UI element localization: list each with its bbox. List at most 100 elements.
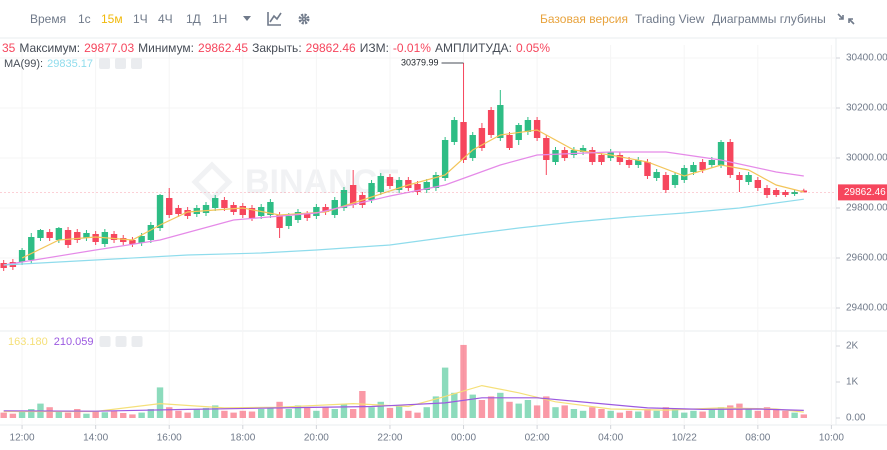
watermark-diamond [191, 161, 233, 203]
volume-bar [754, 410, 762, 418]
volume-bar [248, 411, 256, 418]
candle-body [432, 175, 440, 188]
volume-bar [598, 409, 605, 418]
volume-bar [607, 410, 614, 418]
candle-body [175, 208, 182, 214]
candle-body [322, 207, 329, 212]
volume-bar [120, 412, 127, 418]
candle-body [681, 168, 688, 180]
interval-button[interactable]: 1Н [212, 12, 228, 26]
volume-bar [156, 387, 164, 418]
y-tick-label: 29600.00 [846, 253, 887, 264]
x-tick-label: 14:00 [83, 433, 108, 444]
volume-bar [671, 409, 679, 418]
candle-body [653, 172, 660, 178]
candle-body [579, 148, 587, 152]
candle-body [55, 228, 63, 240]
volume-bar [257, 409, 265, 418]
candle-body [478, 128, 486, 148]
candle-body [736, 175, 743, 180]
x-tick-label: 08:00 [745, 433, 770, 444]
volume-bar [313, 410, 320, 418]
candle-body [212, 198, 219, 208]
y-tick-label: 1K [846, 377, 859, 388]
indicator-icon[interactable] [267, 12, 282, 26]
y-tick-label: 30400.00 [846, 53, 887, 64]
candle-body [46, 232, 53, 238]
volume-bar [441, 367, 449, 418]
candle-body [671, 175, 679, 185]
volume-bar [644, 409, 651, 418]
volume-bar [46, 407, 53, 418]
interval-button[interactable]: 4Ч [158, 12, 173, 26]
volume-bar [193, 409, 201, 418]
candle-body [487, 110, 495, 135]
interval-button[interactable]: 1Ч [133, 12, 148, 26]
candle-body [377, 176, 384, 192]
volume-bar [533, 405, 541, 418]
view-tab[interactable]: Диаграммы глубины [712, 12, 826, 26]
view-tab[interactable]: Trading View [635, 12, 705, 26]
volume-bar [166, 407, 173, 418]
info-label: АМПЛИТУДА: [434, 41, 512, 55]
candle-body [395, 180, 403, 190]
volume-bar [395, 405, 403, 418]
candle-body [303, 214, 311, 218]
candle-body [386, 177, 394, 186]
candle-body [625, 160, 633, 165]
candle-body [543, 138, 550, 160]
candle-body [276, 215, 283, 228]
candle-body [460, 122, 467, 160]
x-tick-label: 00:00 [451, 433, 476, 444]
settings-icon[interactable] [298, 13, 310, 25]
volume-bar [9, 413, 17, 418]
volume-bar [331, 409, 338, 418]
volume-legend: 163.180 [8, 336, 48, 348]
volume-bar [110, 410, 118, 418]
ma-legend-value: 29835.17 [47, 58, 93, 70]
candle-body [524, 120, 532, 132]
volume-bar [763, 407, 771, 418]
candle-body [0, 263, 7, 268]
interval-button[interactable]: 1Д [186, 12, 201, 26]
y-tick-label: 30000.00 [846, 153, 887, 164]
time-label[interactable]: Время [30, 12, 67, 26]
volume-bar [92, 411, 99, 418]
candle-body [497, 105, 504, 138]
volume-bar [267, 407, 274, 418]
candle-body [745, 175, 752, 182]
volume-bar [83, 413, 90, 418]
interval-button[interactable]: 15м [101, 12, 123, 26]
view-tab[interactable]: Базовая версия [540, 12, 628, 26]
candle-body [294, 212, 302, 220]
volume-bar [147, 409, 155, 418]
candle-body [267, 202, 274, 215]
moving-average-line [21, 129, 804, 259]
volume-bar [699, 411, 706, 418]
candle-body [662, 175, 670, 190]
volume-bar [294, 405, 302, 418]
candle-body [616, 155, 624, 162]
volume-bar [497, 392, 504, 418]
collapse-icon[interactable] [837, 13, 855, 25]
candle-body [129, 240, 136, 244]
candle-body [37, 230, 44, 238]
candle-body [469, 135, 476, 158]
candle-body [156, 195, 164, 228]
last-price-tag [838, 184, 887, 201]
volume-bar [653, 410, 660, 418]
interval-button[interactable]: 1с [78, 12, 91, 26]
candle-body [239, 206, 246, 215]
legend-icon [115, 58, 127, 69]
y-tick-label: 0.00 [846, 413, 866, 424]
candle-body [782, 192, 789, 195]
volume-bar [74, 409, 81, 418]
dropdown-icon[interactable] [243, 16, 251, 21]
volume-bar [561, 405, 568, 418]
volume-bar [460, 344, 467, 418]
info-label: Закрыть: [252, 41, 302, 55]
info-label: Минимум: [138, 41, 195, 55]
candle-body [110, 234, 118, 240]
settings-icon-center [301, 16, 307, 22]
legend-icon [131, 336, 143, 347]
